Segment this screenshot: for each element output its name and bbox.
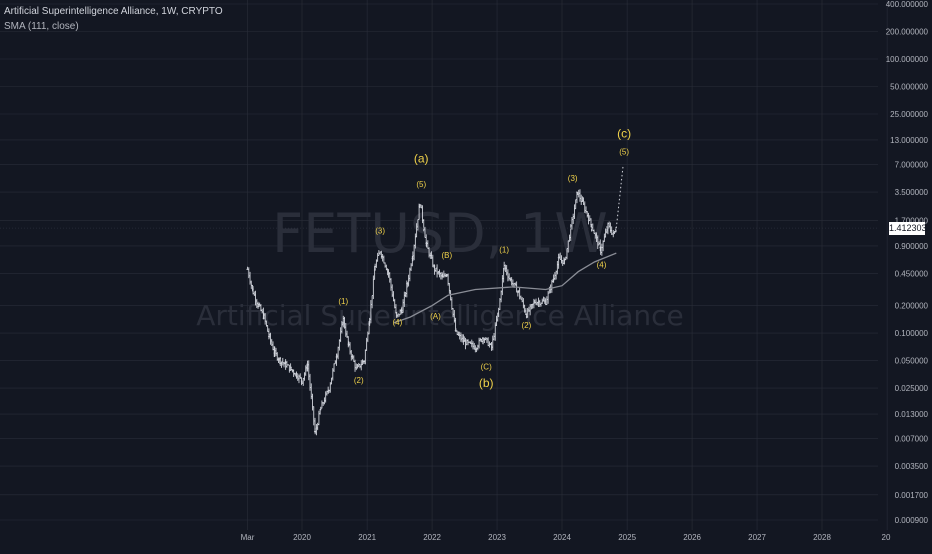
y-tick-label: 1.700000 xyxy=(895,217,929,226)
y-tick-label: 0.000900 xyxy=(895,516,929,525)
y-tick-label: 200.000000 xyxy=(886,28,929,37)
watermark-ticker: FETUSD, 1W xyxy=(272,202,608,265)
wave-label: (B) xyxy=(442,251,453,260)
projection-line xyxy=(615,164,624,229)
wave-label: (2) xyxy=(522,321,532,330)
y-tick-label: 0.001700 xyxy=(895,491,929,500)
y-tick-label: 0.200000 xyxy=(895,302,929,311)
y-tick-label: 0.900000 xyxy=(895,242,929,251)
wave-label: (a) xyxy=(414,151,429,165)
wave-label: (c) xyxy=(617,126,631,140)
y-tick-label: 0.013000 xyxy=(895,410,929,419)
y-tick-label: 0.025000 xyxy=(895,384,929,393)
y-tick-label: 0.450000 xyxy=(895,269,929,278)
last-price-tag: 1.412303 xyxy=(889,221,927,235)
wave-label: (5) xyxy=(416,180,426,189)
y-tick-label: 400.000000 xyxy=(886,0,929,9)
wave-label: (3) xyxy=(568,174,578,183)
y-tick-label: 0.007000 xyxy=(895,435,929,444)
y-tick-label: 25.000000 xyxy=(890,110,928,119)
y-tick-label: 13.000000 xyxy=(890,136,928,145)
x-tick-label: 2022 xyxy=(423,533,441,542)
symbol-title[interactable]: Artificial Superintelligence Alliance, 1… xyxy=(4,6,223,17)
wave-label: (1) xyxy=(338,297,348,306)
x-tick-label: 2024 xyxy=(553,533,571,542)
y-tick-label: 7.000000 xyxy=(895,161,929,170)
wave-label: (5) xyxy=(619,148,629,157)
x-tick-label: 2020 xyxy=(293,533,311,542)
y-tick-label: 3.500000 xyxy=(895,188,929,197)
wave-label: (1) xyxy=(499,246,509,255)
wave-label: (b) xyxy=(479,376,494,390)
indicator-title[interactable]: SMA (111, close) xyxy=(4,21,79,32)
chart-legend: Artificial Superintelligence Alliance, 1… xyxy=(4,4,223,34)
x-tick-label: 2027 xyxy=(748,533,766,542)
watermark-name: Artificial Superintelligence Alliance xyxy=(196,299,683,332)
wave-label: (A) xyxy=(430,312,441,321)
x-tick-label: 20 xyxy=(882,533,891,542)
wave-label: (2) xyxy=(354,376,364,385)
y-tick-label: 0.003500 xyxy=(895,462,929,471)
y-tick-label: 50.000000 xyxy=(890,83,928,92)
y-tick-label: 0.100000 xyxy=(895,329,929,338)
x-tick-label: 2021 xyxy=(358,533,376,542)
x-tick-label: 2026 xyxy=(683,533,701,542)
wave-label: (4) xyxy=(597,261,607,270)
x-tick-label: 2025 xyxy=(618,533,636,542)
y-tick-label: 100.000000 xyxy=(886,55,929,64)
x-tick-label: 2028 xyxy=(813,533,831,542)
x-tick-label: 2023 xyxy=(488,533,506,542)
wave-label: (C) xyxy=(481,363,492,372)
wave-label: (4) xyxy=(392,318,402,327)
sma-line xyxy=(393,252,617,324)
y-tick-label: 0.050000 xyxy=(895,357,929,366)
wave-label: (3) xyxy=(375,226,385,235)
x-tick-label: Mar xyxy=(241,533,255,542)
